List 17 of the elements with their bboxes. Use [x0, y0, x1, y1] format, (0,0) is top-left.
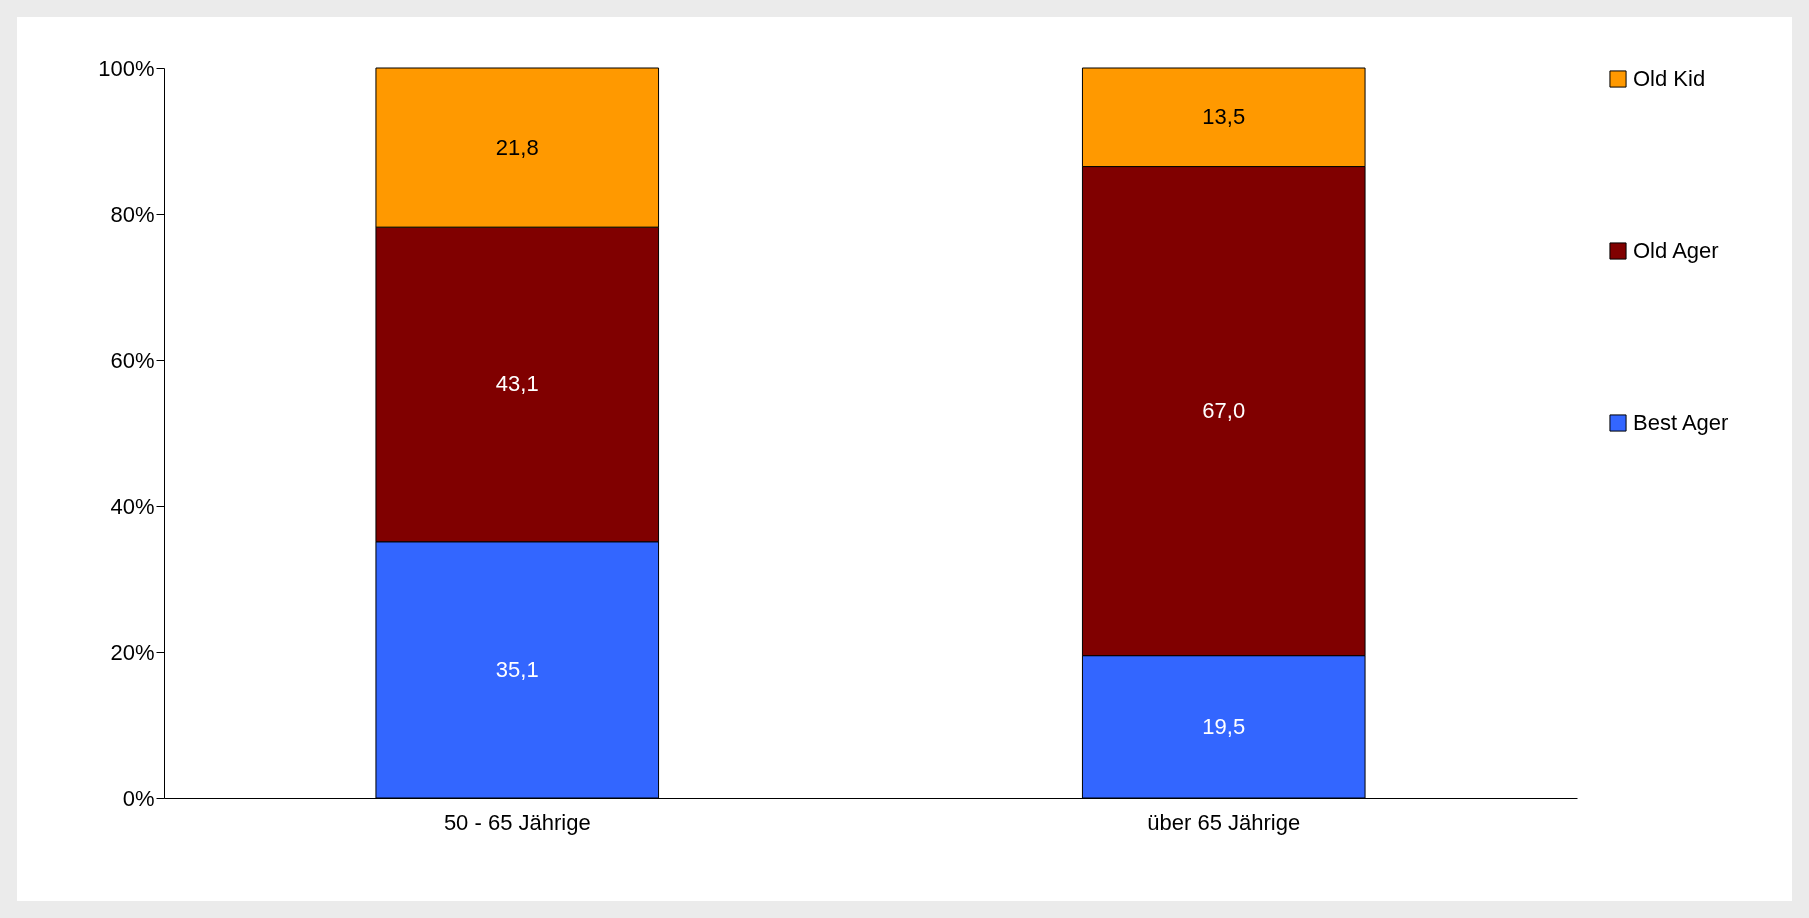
x-tick-label: 50 - 65 Jährige: [443, 809, 591, 835]
y-tick-label: 100%: [98, 55, 155, 81]
y-tick-label: 40%: [110, 493, 155, 519]
y-tick-label: 20%: [110, 639, 155, 665]
x-tick-label: über 65 Jährige: [1147, 809, 1301, 835]
data-label: 21,8: [495, 134, 539, 160]
data-label: 19,5: [1202, 713, 1246, 739]
y-tick-label: 80%: [110, 201, 155, 227]
y-tick-label: 60%: [110, 347, 155, 373]
y-tick-label: 0%: [122, 785, 155, 811]
data-label: 13,5: [1202, 104, 1246, 130]
legend-label: Old Ager: [1633, 238, 1719, 263]
data-label: 67,0: [1202, 398, 1246, 424]
legend-label: Old Kid: [1633, 66, 1706, 91]
legend-label: Best Ager: [1633, 410, 1729, 435]
data-label: 35,1: [495, 656, 539, 682]
data-label: 43,1: [495, 371, 539, 397]
